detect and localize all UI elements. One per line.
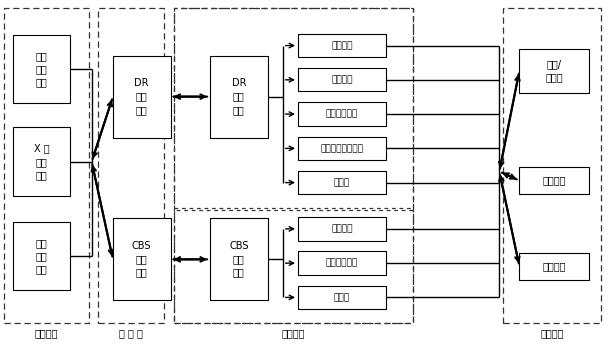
Text: 图像显示: 图像显示 [331,41,353,50]
Text: 硬件控制: 硬件控制 [35,328,58,338]
Bar [298,34,386,57]
Text: 结果输出: 结果输出 [541,328,564,338]
Bar [13,222,71,290]
Text: DR
数据
采集: DR 数据 采集 [134,78,149,115]
Text: CBS
数据
处理: CBS 数据 处理 [229,241,249,278]
Text: 电气
系统
控制: 电气 系统 控制 [36,51,47,87]
Text: 计数曲线特征提取: 计数曲线特征提取 [320,144,364,153]
Bar [210,218,268,300]
Bar [298,68,386,92]
Text: 传送
系统
控制: 传送 系统 控制 [36,238,47,274]
Bar [113,55,171,138]
Text: 数据处理: 数据处理 [282,328,305,338]
Text: 数 据 采: 数 据 采 [119,328,143,338]
Bar [173,8,413,208]
Bar [298,286,386,309]
Bar [173,210,413,323]
Bar [519,252,589,280]
Text: 能谱特征提取: 能谱特征提取 [326,259,358,268]
Bar [98,8,165,323]
Bar [298,103,386,126]
Bar [298,217,386,240]
Bar [298,137,386,160]
Text: 轮廓提取: 轮廓提取 [331,75,353,84]
Text: 红框显示: 红框显示 [542,261,566,271]
Bar [13,35,71,104]
Bar [210,55,268,138]
Bar [4,8,89,323]
Text: CBS
数据
采集: CBS 数据 采集 [132,241,151,278]
Bar [519,167,589,194]
Text: X 射
线机
控制: X 射 线机 控制 [34,143,49,180]
Bar [113,218,171,300]
Text: 声光报警: 声光报警 [542,175,566,185]
Text: 灰度/
伪彩图: 灰度/ 伪彩图 [545,59,563,83]
Bar [298,251,386,275]
Bar [298,171,386,194]
Bar [173,8,413,323]
Text: 多道分析: 多道分析 [331,224,353,233]
Text: 图像特征提取: 图像特征提取 [326,110,358,119]
Text: 数据库: 数据库 [334,293,350,302]
Bar [503,8,601,323]
Bar [519,49,589,93]
Bar [13,128,71,196]
Text: DR
数据
处理: DR 数据 处理 [232,78,246,115]
Text: 数据库: 数据库 [334,178,350,187]
